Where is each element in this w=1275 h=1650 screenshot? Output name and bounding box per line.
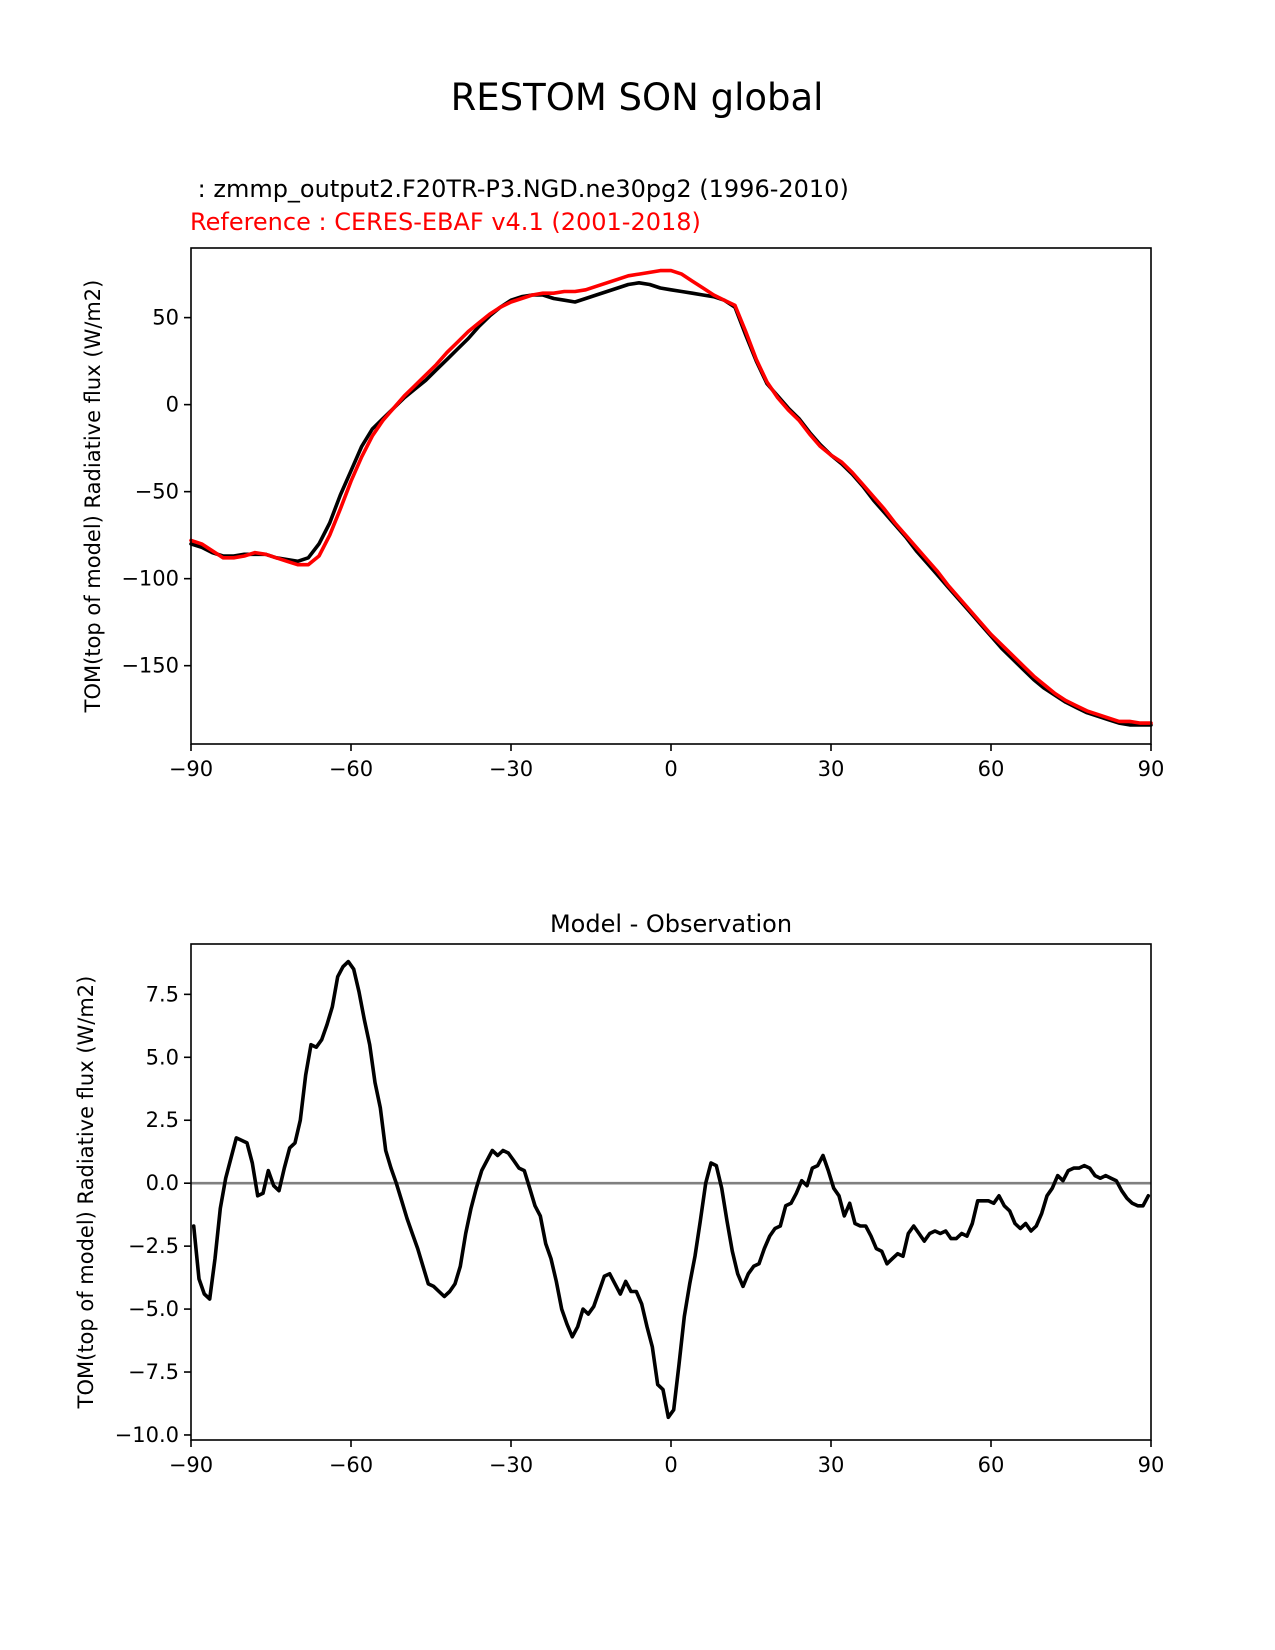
y-tick-label: 0 (166, 393, 179, 417)
x-tick-label: −90 (169, 757, 213, 781)
y-tick-label: 5.0 (146, 1045, 179, 1069)
x-tick-label: −90 (169, 1453, 213, 1477)
subplot-title: Model - Observation (550, 910, 792, 938)
x-tick-label: −60 (329, 1453, 373, 1477)
y-tick-label: −100 (121, 567, 179, 591)
series-line-test (189, 280, 1153, 727)
figure-title: RESTOM SON global (451, 76, 824, 119)
x-tick-label: 30 (818, 1453, 845, 1477)
series-line-reference (189, 268, 1153, 725)
y-tick-label: −7.5 (128, 1360, 179, 1384)
x-tick-label: 0 (664, 757, 677, 781)
x-tick-label: 30 (818, 757, 845, 781)
y-tick-label: 0.0 (146, 1171, 179, 1195)
y-tick-label: 7.5 (146, 982, 179, 1006)
y-tick-label: 2.5 (146, 1108, 179, 1132)
x-tick-label: −60 (329, 757, 373, 781)
difference-plot: −90 −60 −30 0 30 60 90 −10.0 −7.5 −5.0 −2.5 0.0 2.5 5… (74, 910, 1164, 1477)
y-axis-label: TOM(top of model) Radiative flux (W/m2) (81, 280, 105, 714)
x-tick-label: 90 (1138, 1453, 1165, 1477)
y-tick-label: −50 (135, 480, 179, 504)
x-tick-label: 60 (978, 1453, 1005, 1477)
plot-frame (190, 247, 1152, 745)
series-line-difference (191, 959, 1151, 1420)
reference-label: Reference : CERES-EBAF v4.1 (2001-2018) (190, 208, 701, 236)
y-tick-label: −2.5 (128, 1234, 179, 1258)
x-tick-label: 90 (1138, 757, 1165, 781)
x-tick-label: 60 (978, 757, 1005, 781)
y-tick-label: −150 (121, 654, 179, 678)
top-plot: −90 −60 −30 0 30 60 90 −150 −100 −50 0 50 TOM(top of… (81, 247, 1165, 781)
x-tick-label: 0 (664, 1453, 677, 1477)
y-tick-label: 50 (152, 306, 179, 330)
x-tick-label: −30 (489, 757, 533, 781)
test-label: : zmmp_output2.F20TR-P3.NGD.ne30pg2 (199… (190, 175, 849, 203)
y-tick-label: −5.0 (128, 1297, 179, 1321)
y-tick-label: −10.0 (115, 1423, 179, 1447)
x-tick-label: −30 (489, 1453, 533, 1477)
y-axis-label: TOM(top of model) Radiative flux (W/m2) (74, 976, 98, 1410)
plot-frame (190, 943, 1152, 1441)
